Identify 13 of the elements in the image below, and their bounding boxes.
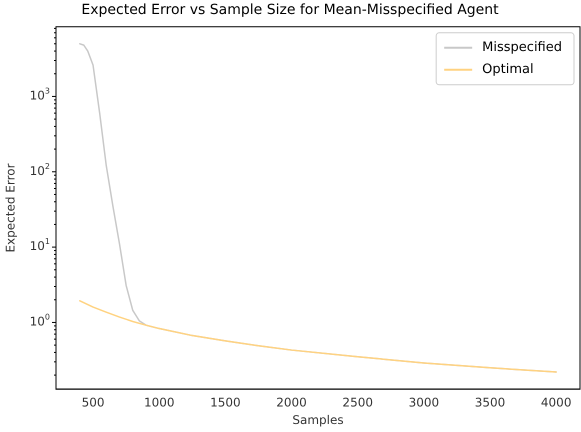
x-tick-label: 4000	[540, 396, 572, 410]
x-tick-label: 3500	[474, 396, 506, 410]
legend-label: Misspecified	[482, 40, 562, 56]
chart-title: Expected Error vs Sample Size for Mean-Misspecified Agent	[81, 2, 500, 18]
x-tick-label: 1500	[210, 396, 241, 410]
legend-label: Optimal	[482, 62, 534, 78]
x-tick-label: 3000	[408, 396, 440, 410]
x-tick-label: 2000	[276, 396, 307, 410]
x-tick-label: 500	[82, 396, 105, 410]
y-axis-title: Expected Error	[3, 163, 18, 253]
x-tick-label: 2500	[342, 396, 373, 410]
x-axis-title: Samples	[292, 412, 344, 427]
x-tick-label: 1000	[144, 396, 174, 410]
